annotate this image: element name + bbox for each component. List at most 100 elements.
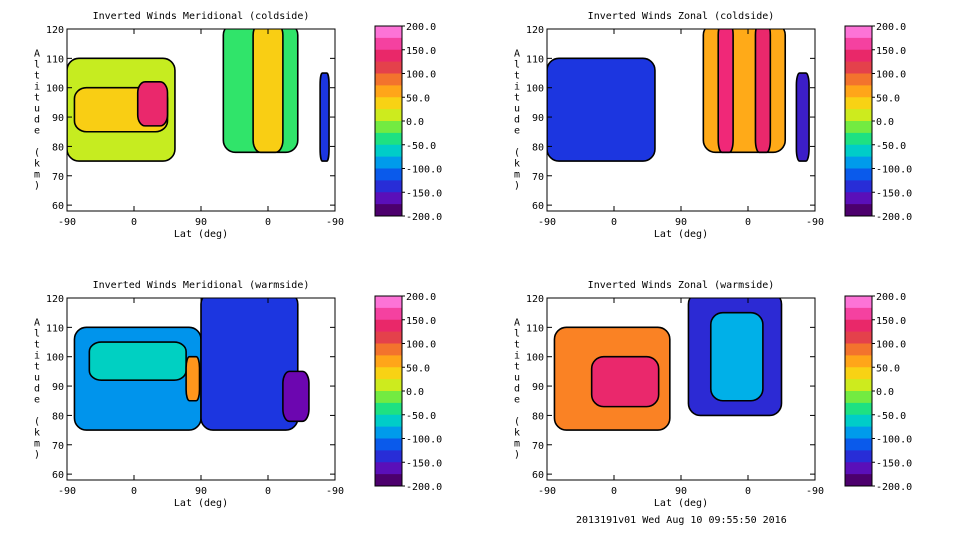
colorbar-tick-label: 50.0: [406, 93, 430, 104]
y-tick-label: 90: [532, 382, 544, 393]
x-tick-label: 90: [675, 217, 687, 228]
y-axis-label-char: l: [34, 60, 40, 71]
x-tick-label: 0: [745, 486, 751, 497]
chart-title: Inverted Winds Meridional (warmside): [93, 280, 310, 291]
y-tick-label: 60: [532, 470, 544, 481]
colorbar-segment: [845, 438, 872, 451]
colorbar-tick-label: 50.0: [876, 363, 900, 374]
colorbar-segment: [375, 73, 402, 86]
y-tick-label: 80: [52, 411, 64, 422]
x-axis-label: Lat (deg): [174, 229, 228, 240]
colorbar-segment: [375, 144, 402, 158]
y-tick-label: 70: [532, 441, 544, 452]
y-axis-label-char: i: [514, 82, 520, 93]
colorbar-segment: [845, 26, 872, 39]
colorbar-tick-label: -100.0: [406, 165, 442, 176]
colorbar-tick-label: 100.0: [876, 340, 906, 351]
y-axis-label-char: t: [514, 340, 520, 351]
colorbar-tick-label: -50.0: [406, 411, 436, 422]
x-axis-label: Lat (deg): [654, 498, 708, 509]
y-axis-label-char: e: [514, 126, 520, 137]
y-tick-label: 120: [46, 25, 64, 36]
colorbar-segment: [375, 168, 402, 181]
x-tick-label: -90: [806, 486, 824, 497]
y-axis-label-char: k: [34, 159, 40, 170]
colorbar-segment: [845, 109, 872, 122]
colorbar-tick-label: 200.0: [876, 22, 906, 33]
colorbar-segment: [845, 61, 872, 74]
y-tick-label: 110: [46, 323, 64, 334]
y-axis-label-char: l: [514, 60, 520, 71]
colorbar-segment: [375, 450, 402, 463]
colorbar-segment: [375, 367, 402, 380]
y-axis-label-char: m: [34, 439, 40, 450]
colorbar-tick-label: -150.0: [876, 458, 912, 469]
y-axis-label-char: (: [514, 148, 520, 159]
y-axis-label-char: A: [514, 49, 520, 60]
colorbar-segment: [845, 180, 872, 193]
colorbar-segment: [375, 156, 402, 169]
colorbar-segment: [375, 402, 402, 416]
colorbar-tick-label: 50.0: [876, 93, 900, 104]
y-axis-label-char: d: [514, 384, 520, 395]
y-tick-label: 110: [526, 54, 544, 65]
y-tick-label: 80: [532, 142, 544, 153]
x-tick-label: 90: [195, 217, 207, 228]
y-axis-label-char: ): [514, 450, 520, 461]
chart-title: Inverted Winds Zonal (warmside): [588, 280, 775, 291]
colorbar-tick-label: -150.0: [406, 188, 442, 199]
data-region-6: [319, 72, 330, 162]
colorbar-tick-label: 0.0: [406, 117, 424, 128]
colorbar: 200.0 150.0 100.0 50.0 0.0 -50.0 -100.0 -150.0 -…: [844, 292, 912, 493]
colorbar-segment: [375, 331, 402, 344]
y-axis-label-char: u: [514, 104, 520, 115]
y-axis-label-char: u: [514, 373, 520, 384]
data-regions: [67, 29, 330, 162]
colorbar-tick-label: 0.0: [876, 117, 894, 128]
colorbar-segment: [845, 367, 872, 380]
colorbar-segment: [845, 319, 872, 333]
chart-panel-4: Inverted Winds Zonal (warmside) -90 0 90 0 -9…: [514, 280, 912, 509]
data-region-2: [590, 355, 660, 408]
y-axis-label-char: ): [34, 181, 40, 192]
x-tick-label: 0: [611, 486, 617, 497]
colorbar-segment: [845, 168, 872, 181]
chart-title: Inverted Winds Meridional (coldside): [93, 11, 310, 22]
colorbar-segment: [375, 49, 402, 63]
colorbar-segment: [375, 85, 402, 98]
colorbar-segment: [375, 355, 402, 368]
colorbar-segment: [845, 37, 872, 51]
chart-panel-3: Inverted Winds Meridional (warmside) -90 0…: [34, 280, 442, 509]
x-tick-label: 0: [265, 486, 271, 497]
y-axis-label-char: (: [34, 417, 40, 428]
colorbar-tick-label: 200.0: [406, 22, 436, 33]
colorbar-segment: [845, 414, 872, 428]
y-axis-label-char: (: [34, 148, 40, 159]
colorbar-segment: [375, 204, 402, 217]
data-region-2: [702, 29, 787, 154]
y-axis-label-char: t: [514, 71, 520, 82]
colorbar-tick-label: -150.0: [876, 188, 912, 199]
x-tick-label: -90: [58, 217, 76, 228]
colorbar-segment: [845, 97, 872, 110]
y-axis-label-char: A: [514, 318, 520, 329]
colorbar-segment: [845, 192, 872, 205]
colorbar-segment: [375, 414, 402, 428]
data-region-3: [185, 355, 201, 402]
x-tick-label: 0: [131, 217, 137, 228]
colorbar-segment: [375, 379, 402, 392]
y-axis-label-char: k: [514, 428, 520, 439]
x-axis-label: Lat (deg): [174, 498, 228, 509]
chart-panel-2: Inverted Winds Zonal (coldside) -90 0 90 0 -9…: [514, 11, 912, 240]
colorbar-segment: [845, 474, 872, 487]
data-region-3: [717, 29, 734, 154]
y-axis-label-char: d: [34, 384, 40, 395]
x-tick-label: 0: [745, 217, 751, 228]
colorbar-tick-label: -150.0: [406, 458, 442, 469]
y-axis-label-char: m: [514, 439, 520, 450]
data-regions: [547, 29, 810, 162]
colorbar-segment: [845, 426, 872, 439]
colorbar-segment: [375, 121, 402, 134]
x-tick-label: 0: [131, 486, 137, 497]
y-tick-label: 90: [52, 113, 64, 124]
